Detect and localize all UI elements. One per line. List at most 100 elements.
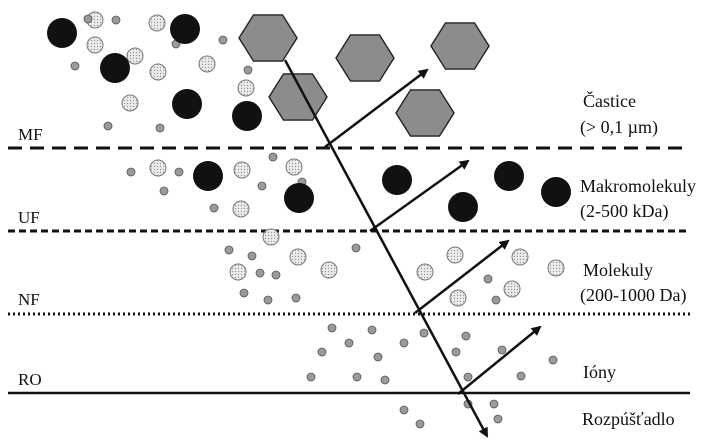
ion-circle: [451, 347, 461, 357]
macromolecule-circle: [284, 183, 314, 213]
ion-circle: [263, 295, 273, 305]
ion-circle: [399, 338, 409, 348]
molecule-circle: [511, 248, 529, 266]
macromolecule-circle: [47, 18, 77, 48]
ion-circle: [268, 152, 278, 162]
particle-hexagons: [238, 14, 490, 137]
ion-circle: [83, 14, 93, 24]
ion-circle: [461, 331, 471, 341]
molecule-circle: [237, 79, 255, 97]
ion-circle: [344, 338, 354, 348]
molecule-circle: [289, 248, 307, 266]
mf-label: MF: [18, 125, 43, 144]
molecule-circle: [446, 246, 464, 264]
ions-rejection-arrow: [457, 325, 542, 395]
ion-circle: [155, 123, 165, 133]
ion-circle: [491, 295, 501, 305]
ion-circle: [218, 35, 228, 45]
ion-circle: [255, 268, 265, 278]
macromolecule-circle: [193, 161, 223, 191]
molecule-circle: [449, 289, 467, 307]
macromolecule-circle: [448, 192, 478, 222]
ion-circle: [224, 245, 234, 255]
ion-circle: [415, 419, 425, 429]
ion-circle: [271, 270, 281, 280]
ion-circle: [380, 375, 390, 385]
macromolecules-label: Makromolekuly: [580, 176, 696, 196]
molecule-circle: [86, 36, 104, 54]
particle-hexagon: [238, 14, 298, 62]
particles-rejection-arrow: [324, 68, 429, 148]
ion-circle: [174, 167, 184, 177]
molecule-circle: [149, 63, 167, 81]
molecules-label: Molekuly: [583, 260, 653, 280]
macromolecule-circles: [47, 14, 571, 222]
particles-range-label: (> 0,1 µm): [580, 117, 658, 138]
molecule-circle: [121, 94, 139, 112]
ion-circle: [367, 325, 377, 335]
ion-circle: [103, 121, 113, 131]
molecule-circle: [126, 47, 144, 65]
macromolecule-circle: [100, 53, 130, 83]
ion-circle: [419, 328, 429, 338]
uf-label: UF: [18, 208, 40, 227]
particle-hexagon: [268, 73, 328, 121]
particles-label: Častice: [583, 90, 636, 111]
macromolecule-circle: [172, 89, 202, 119]
particle-hexagon: [395, 89, 455, 137]
ion-circle: [291, 293, 301, 303]
ion-circle: [159, 186, 169, 196]
ion-circle: [247, 251, 257, 261]
molecule-circle: [285, 158, 303, 176]
ion-circle: [493, 414, 503, 424]
particle-hexagon: [430, 22, 490, 70]
small-molecule-circles: [86, 11, 565, 307]
ro-label: RO: [18, 370, 42, 389]
ions-label: Ióny: [583, 362, 616, 382]
ion-circle: [306, 372, 316, 382]
ion-circle: [352, 372, 362, 382]
molecule-circle: [547, 259, 565, 277]
solvent-label: Rozpúšťadlo: [582, 409, 675, 429]
ion-circle: [463, 372, 473, 382]
ion-circle: [209, 203, 219, 213]
molecule-circle: [503, 280, 521, 298]
molecule-circle: [198, 55, 216, 73]
molecule-circle: [262, 228, 280, 246]
ion-circle: [70, 61, 80, 71]
molecule-circle: [233, 161, 251, 179]
nf-label: NF: [18, 290, 40, 309]
macromolecule-circle: [382, 165, 412, 195]
ion-circle: [351, 243, 361, 253]
molecule-circle: [148, 14, 166, 32]
ion-circle: [317, 347, 327, 357]
ion-circles: [70, 14, 558, 429]
ion-circle: [111, 15, 121, 25]
ion-circle: [327, 323, 337, 333]
ion-circle: [126, 167, 136, 177]
macromolecules-rejection-arrow: [369, 159, 470, 233]
macromolecule-circle: [232, 101, 262, 131]
ion-circle: [243, 65, 253, 75]
molecule-circle: [149, 159, 167, 177]
ion-circle: [239, 288, 249, 298]
molecule-circle: [320, 261, 338, 279]
main-flow-arrow: [283, 59, 489, 438]
particle-hexagon: [335, 34, 395, 82]
ion-circle: [399, 405, 409, 415]
ion-circle: [489, 399, 499, 409]
ion-circle: [548, 355, 558, 365]
macromolecule-circle: [541, 177, 571, 207]
macromolecule-circle: [170, 14, 200, 44]
ion-circle: [483, 274, 493, 284]
ion-circle: [497, 345, 507, 355]
ion-circle: [373, 352, 383, 362]
ion-circle: [257, 181, 267, 191]
molecules-rejection-arrow: [414, 239, 510, 314]
molecules-range-label: (200-1000 Da): [580, 285, 686, 306]
molecule-circle: [416, 263, 434, 281]
molecule-circle: [229, 263, 247, 281]
macromolecule-circle: [494, 161, 524, 191]
macromolecules-range-label: (2-500 kDa): [580, 201, 668, 222]
